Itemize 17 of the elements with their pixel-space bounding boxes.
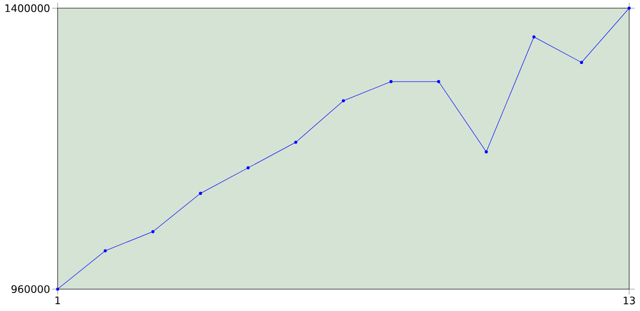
y-tick-label: 1400000 <box>5 4 50 12</box>
point <box>246 166 250 170</box>
y-tick-label: 960000 <box>12 285 50 293</box>
point <box>198 192 202 195</box>
x-tick-label: 1 <box>55 296 60 304</box>
point <box>151 230 154 234</box>
point <box>294 140 298 144</box>
point <box>389 80 393 83</box>
point <box>56 287 60 290</box>
x-tick-label: 13 <box>624 296 635 304</box>
point <box>580 60 584 64</box>
point <box>532 35 536 38</box>
point <box>437 80 440 83</box>
point <box>484 150 488 154</box>
point <box>628 6 631 10</box>
point <box>342 99 345 102</box>
point <box>104 249 107 252</box>
